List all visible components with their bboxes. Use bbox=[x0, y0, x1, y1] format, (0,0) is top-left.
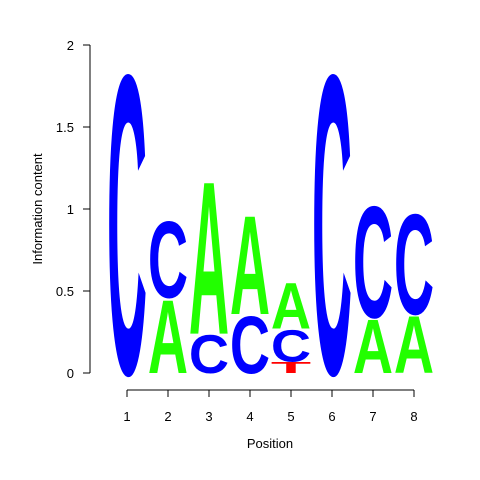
letter-a: A bbox=[148, 278, 188, 395]
y-tick-label: 2 bbox=[67, 38, 74, 53]
x-tick-label: 7 bbox=[369, 409, 376, 424]
letter-c: C bbox=[312, 0, 352, 464]
letter-a: A bbox=[230, 186, 270, 344]
letter-a: A bbox=[271, 269, 311, 343]
x-tick-label: 8 bbox=[410, 409, 417, 424]
x-tick-label: 6 bbox=[328, 409, 335, 424]
x-tick-label: 1 bbox=[123, 409, 130, 424]
y-axis: 0 0.5 1 1.5 2 bbox=[56, 38, 91, 381]
y-tick-label: 1 bbox=[67, 202, 74, 217]
letter-a: A bbox=[189, 136, 229, 380]
letter-c: C bbox=[189, 323, 229, 384]
x-tick-label: 4 bbox=[246, 409, 253, 424]
letter-c: C bbox=[148, 199, 188, 321]
letter-c: C bbox=[353, 174, 393, 352]
y-tick-label: 0 bbox=[67, 366, 74, 381]
x-axis: 1 2 3 4 5 6 7 8 bbox=[123, 389, 418, 424]
letter-a: A bbox=[394, 299, 434, 390]
x-tick-label: 5 bbox=[287, 409, 294, 424]
letter-c: C bbox=[271, 320, 311, 371]
y-tick-label: 1.5 bbox=[56, 120, 74, 135]
letter-c: C bbox=[107, 0, 147, 464]
x-tick-label: 3 bbox=[205, 409, 212, 424]
x-tick-label: 2 bbox=[164, 409, 171, 424]
y-tick-label: 0.5 bbox=[56, 284, 74, 299]
letter-c: C bbox=[394, 185, 434, 346]
y-axis-title: Information content bbox=[30, 153, 45, 265]
letter-c: C bbox=[230, 299, 270, 390]
letter-a: A bbox=[353, 304, 393, 390]
letter-t: T bbox=[271, 359, 311, 377]
x-axis-title: Position bbox=[247, 436, 293, 451]
